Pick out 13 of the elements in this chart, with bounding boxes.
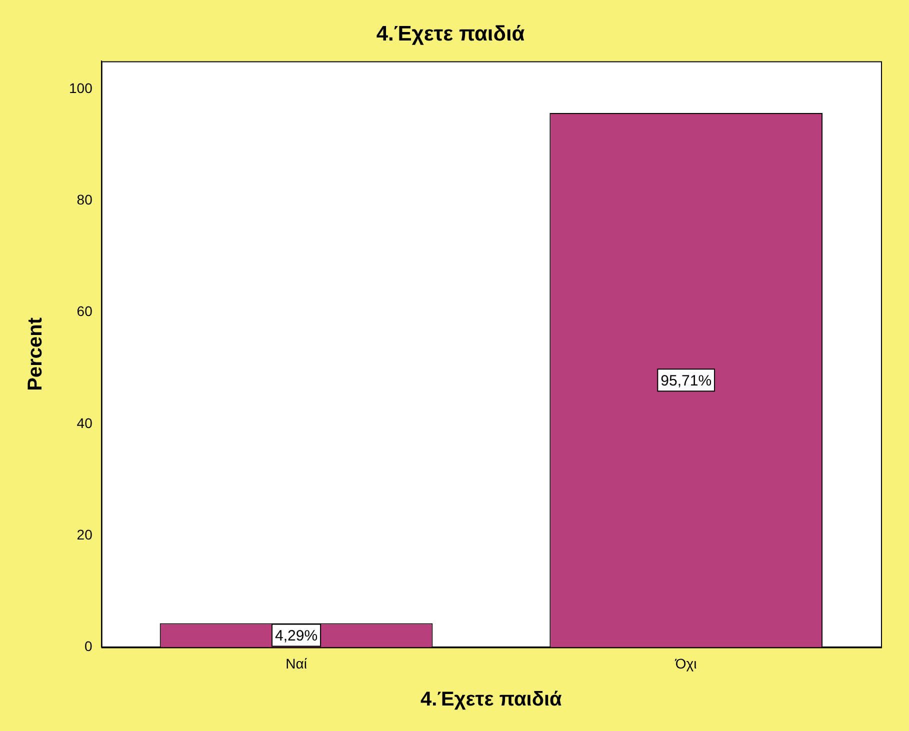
x-tick-label: Ναί (286, 655, 307, 672)
y-tick-label: 40 (76, 414, 93, 431)
y-tick-label: 100 (69, 80, 93, 96)
data-label: 4,29% (274, 627, 318, 644)
data-label: 95,71% (660, 372, 712, 390)
x-axis-title: 4.Έχετε παιδιά (420, 688, 563, 711)
y-tick-label: 0 (84, 638, 93, 654)
y-axis-title: Percent (24, 317, 47, 391)
y-tick-label: 20 (76, 526, 93, 542)
y-tick-label: 80 (76, 192, 93, 208)
x-tick-label: Όχι (674, 655, 697, 672)
chart-title: 4.Έχετε παιδιά (376, 22, 525, 46)
y-tick-label: 60 (76, 303, 93, 320)
